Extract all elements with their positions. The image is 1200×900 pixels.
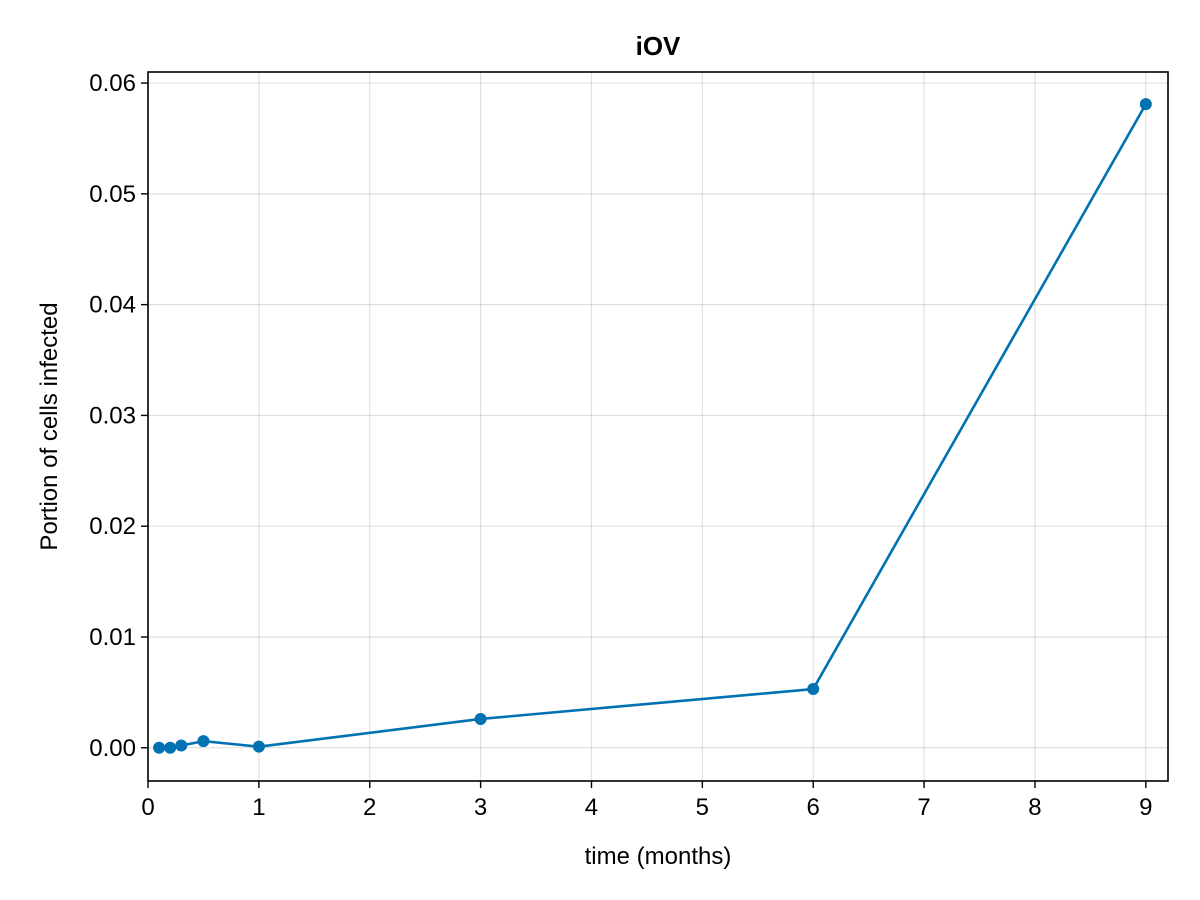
- plot-frame: [147, 71, 1169, 782]
- data-point: [807, 683, 820, 696]
- data-point: [175, 739, 188, 752]
- y-tick-label: 0.05: [89, 181, 136, 208]
- x-tick-label: 9: [1139, 794, 1152, 821]
- data-point: [474, 712, 487, 725]
- x-axis-title: time (months): [585, 843, 732, 870]
- x-tick-label: 3: [474, 794, 487, 821]
- data-point: [1139, 98, 1152, 111]
- axis-ticks: 0 1 2 3 4 5 6 7 8 9 0.00 0.01 0.02 0.03 0.04 0.05 0.06: [89, 70, 1152, 821]
- x-tick-label: 1: [252, 794, 265, 821]
- data-point: [164, 741, 177, 754]
- x-tick-label: 5: [696, 794, 709, 821]
- x-tick-label: 8: [1028, 794, 1041, 821]
- data-point: [153, 741, 166, 754]
- x-tick-label: 2: [363, 794, 376, 821]
- chart-title: iOV: [636, 31, 681, 61]
- x-tick-label: 7: [917, 794, 930, 821]
- y-tick-label: 0.00: [89, 735, 136, 762]
- x-tick-label: 0: [141, 794, 154, 821]
- y-tick-label: 0.02: [89, 513, 136, 540]
- y-tick-label: 0.06: [89, 70, 136, 97]
- grid-lines: [147, 72, 1168, 781]
- x-tick-label: 6: [807, 794, 820, 821]
- y-tick-label: 0.04: [89, 292, 136, 319]
- x-tick-label: 4: [585, 794, 598, 821]
- series-line: [159, 103, 1147, 750]
- y-tick-label: 0.01: [89, 624, 136, 651]
- y-tick-label: 0.03: [89, 402, 136, 429]
- series-layer: [153, 98, 1152, 754]
- data-point: [197, 735, 210, 748]
- data-point: [252, 740, 265, 753]
- y-axis-title: Portion of cells infected: [36, 302, 63, 550]
